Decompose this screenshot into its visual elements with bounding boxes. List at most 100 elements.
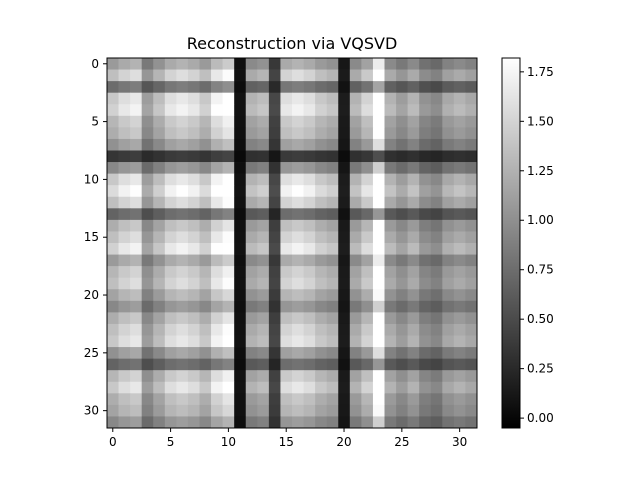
- heatmap-cell: [442, 347, 455, 359]
- heatmap-cell: [315, 358, 328, 371]
- heatmap-cell: [407, 219, 420, 232]
- heatmap-cell: [303, 404, 316, 417]
- heatmap-cell: [338, 289, 351, 302]
- heatmap-cell: [419, 92, 432, 105]
- heatmap-cell: [419, 81, 432, 94]
- heatmap-cell: [130, 219, 143, 232]
- heatmap-cell: [187, 312, 200, 325]
- heatmap-cell: [257, 69, 270, 82]
- heatmap-cell: [164, 416, 177, 429]
- heatmap-cell: [361, 277, 374, 290]
- heatmap-cell: [130, 115, 143, 128]
- heatmap-cell: [453, 92, 466, 105]
- heatmap-cell: [107, 335, 119, 348]
- heatmap-cell: [257, 254, 270, 267]
- heatmap-cell: [130, 266, 143, 279]
- heatmap-cell: [292, 266, 304, 279]
- heatmap-cell: [141, 104, 154, 117]
- heatmap-cell: [130, 358, 143, 371]
- heatmap-cell: [199, 162, 212, 174]
- heatmap-cell: [118, 300, 131, 313]
- heatmap-cell: [453, 358, 466, 371]
- heatmap-cell: [118, 69, 131, 82]
- heatmap-cell: [153, 185, 166, 198]
- heatmap-cell: [245, 381, 258, 394]
- heatmap-cell: [118, 416, 131, 429]
- heatmap-cell: [361, 312, 374, 325]
- heatmap-cell: [442, 196, 455, 209]
- heatmap-cell: [396, 173, 408, 186]
- heatmap-cell: [442, 323, 455, 336]
- y-tick-label: 10: [84, 172, 99, 186]
- heatmap-cell: [407, 162, 420, 174]
- heatmap-cell: [107, 231, 119, 244]
- heatmap-cell: [153, 58, 166, 70]
- heatmap-cell: [245, 312, 258, 325]
- heatmap-cell: [257, 289, 270, 302]
- heatmap-cell: [222, 277, 235, 290]
- heatmap-cell: [187, 138, 200, 151]
- heatmap-cell: [292, 92, 304, 105]
- heatmap-cell: [361, 115, 374, 128]
- heatmap-cell: [118, 381, 131, 394]
- heatmap-cell: [199, 208, 212, 221]
- heatmap-cell: [338, 231, 351, 244]
- heatmap-cell: [442, 416, 455, 429]
- heatmap-cell: [419, 127, 432, 140]
- heatmap-cell: [326, 254, 339, 267]
- heatmap-cell: [257, 358, 270, 371]
- heatmap-cell: [419, 150, 432, 163]
- heatmap-cell: [187, 219, 200, 232]
- heatmap-cell: [164, 162, 177, 174]
- heatmap-cell: [419, 196, 432, 209]
- heatmap-cell: [384, 404, 397, 417]
- heatmap-cell: [419, 358, 432, 371]
- heatmap-cell: [453, 150, 466, 163]
- heatmap-cell: [199, 81, 212, 94]
- heatmap-cell: [465, 266, 478, 279]
- heatmap-cell: [407, 358, 420, 371]
- heatmap-cell: [361, 196, 374, 209]
- heatmap-cell: [349, 323, 362, 336]
- heatmap-cell: [315, 162, 328, 174]
- heatmap-cell: [176, 185, 189, 198]
- heatmap-cell: [349, 266, 362, 279]
- heatmap-cell: [164, 323, 177, 336]
- heatmap-cell: [453, 104, 466, 117]
- heatmap-cell: [292, 370, 304, 383]
- heatmap-cell: [245, 323, 258, 336]
- heatmap-cell: [118, 231, 131, 244]
- heatmap-cell: [222, 81, 235, 94]
- y-tick-label: 0: [91, 57, 99, 71]
- heatmap-cell: [257, 196, 270, 209]
- heatmap-cell: [372, 81, 385, 94]
- heatmap-cell: [465, 289, 478, 302]
- heatmap-cell: [107, 300, 119, 313]
- heatmap-cell: [187, 300, 200, 313]
- heatmap-cell: [245, 335, 258, 348]
- heatmap-cell: [176, 347, 189, 359]
- heatmap-cell: [199, 185, 212, 198]
- heatmap-cell: [187, 243, 200, 255]
- heatmap-cell: [442, 58, 455, 70]
- heatmap-cell: [176, 243, 189, 255]
- heatmap-cell: [245, 219, 258, 232]
- heatmap-cell: [153, 266, 166, 279]
- heatmap-cell: [315, 173, 328, 186]
- heatmap-cell: [245, 231, 258, 244]
- heatmap-cell: [292, 347, 304, 359]
- heatmap-cell: [292, 289, 304, 302]
- heatmap-cell: [326, 323, 339, 336]
- heatmap-cell: [222, 347, 235, 359]
- heatmap-cell: [326, 231, 339, 244]
- heatmap-cell: [187, 81, 200, 94]
- heatmap-cell: [292, 173, 304, 186]
- heatmap-cell: [141, 347, 154, 359]
- heatmap-cell: [245, 69, 258, 82]
- heatmap-cell: [326, 208, 339, 221]
- heatmap-cell: [141, 381, 154, 394]
- heatmap-cell: [292, 185, 304, 198]
- heatmap-cell: [396, 219, 408, 232]
- x-tick-label: 10: [221, 435, 236, 449]
- heatmap-cell: [349, 277, 362, 290]
